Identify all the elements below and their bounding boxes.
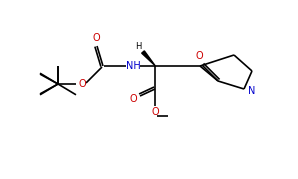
Text: O: O [129, 94, 137, 104]
Text: NH: NH [126, 61, 140, 71]
Text: O: O [78, 79, 86, 89]
Text: N: N [248, 86, 256, 96]
Text: O: O [195, 51, 203, 61]
Polygon shape [142, 51, 155, 66]
Text: H: H [135, 42, 141, 50]
Text: O: O [151, 107, 159, 117]
Text: O: O [92, 33, 100, 43]
